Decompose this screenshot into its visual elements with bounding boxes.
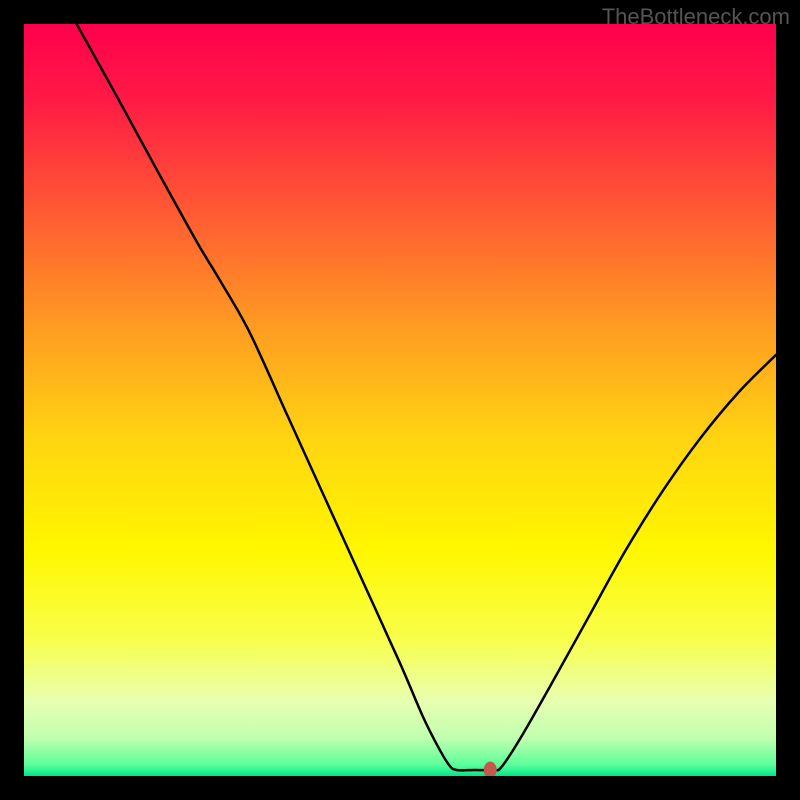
marker-point	[484, 762, 496, 776]
plot-area	[24, 24, 776, 776]
watermark-text: TheBottleneck.com	[602, 4, 790, 30]
chart-frame: TheBottleneck.com	[0, 0, 800, 800]
chart-svg	[24, 24, 776, 776]
